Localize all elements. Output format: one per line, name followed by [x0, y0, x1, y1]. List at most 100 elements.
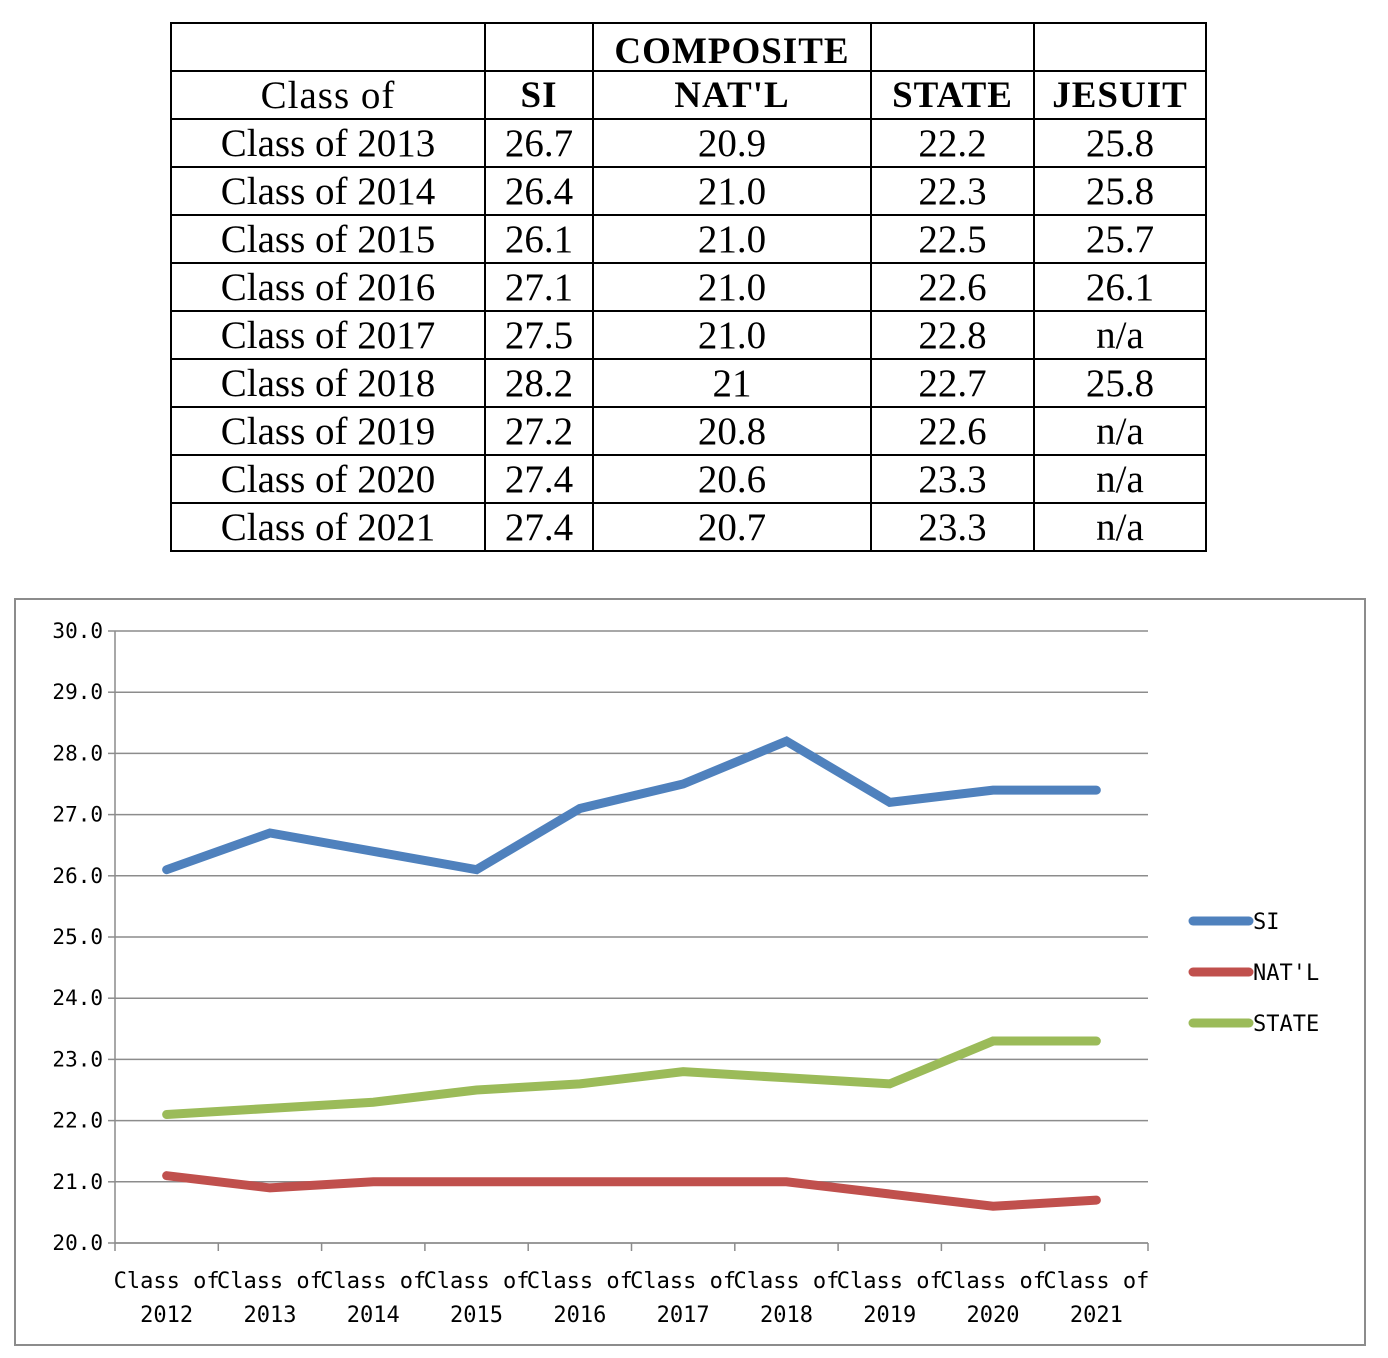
- table-row: Class of 2018 28.2 21 22.7 25.8: [170, 358, 1207, 408]
- table-header-cell: [870, 22, 1035, 72]
- x-tick-label: Class of: [1043, 1269, 1149, 1294]
- x-tick-label: Class of: [940, 1269, 1046, 1294]
- x-tick-label: 2021: [1070, 1303, 1123, 1328]
- table-cell: Class of 2016: [170, 262, 486, 312]
- table-cell: 22.3: [870, 166, 1035, 216]
- y-tick-label: 21.0: [52, 1170, 103, 1194]
- x-tick-label: Class of: [114, 1269, 220, 1294]
- x-tick-label: 2015: [450, 1303, 503, 1328]
- table-row: Class of 2016 27.1 21.0 22.6 26.1: [170, 262, 1207, 312]
- act-score-table: COMPOSITE Class of SI NAT'L STATE JESUIT…: [170, 22, 1207, 552]
- legend-label: NAT'L: [1253, 961, 1319, 986]
- table-cell: Class of 2015: [170, 214, 486, 264]
- table-header-cell: Class of: [170, 70, 486, 120]
- table-cell: 21: [592, 358, 872, 408]
- table-cell: Class of 2019: [170, 406, 486, 456]
- table-cell: 22.5: [870, 214, 1035, 264]
- table-cell: 22.6: [870, 406, 1035, 456]
- table-cell: 22.6: [870, 262, 1035, 312]
- table-cell: Class of 2021: [170, 502, 486, 552]
- x-tick-label: Class of: [217, 1269, 323, 1294]
- x-tick-label: 2018: [760, 1303, 813, 1328]
- table-cell: 21.0: [592, 310, 872, 360]
- table-cell: 25.8: [1033, 358, 1207, 408]
- table-cell: 20.6: [592, 454, 872, 504]
- y-tick-label: 22.0: [52, 1109, 103, 1133]
- chart-canvas: 20.0 21.0 22.0 23.0 24.0 25.0 26.0 27.0 28.0 29.0…: [52, 619, 1319, 1328]
- table-row: Class of 2014 26.4 21.0 22.3 25.8: [170, 166, 1207, 216]
- table-cell: 26.7: [484, 118, 594, 168]
- table-cell: Class of 2013: [170, 118, 486, 168]
- table-cell: 20.7: [592, 502, 872, 552]
- table-cell: 21.0: [592, 262, 872, 312]
- x-tick-label: 2020: [967, 1303, 1020, 1328]
- table-header-cell: STATE: [870, 70, 1035, 120]
- table-header-cell: JESUIT: [1033, 70, 1207, 120]
- y-tick-label: 30.0: [52, 619, 103, 643]
- table-cell: 23.3: [870, 454, 1035, 504]
- series-line-natl: [162, 1171, 1101, 1211]
- y-tick-label: 20.0: [52, 1231, 103, 1255]
- line-chart: 20.0 21.0 22.0 23.0 24.0 25.0 26.0 27.0 28.0 29.0…: [14, 598, 1366, 1346]
- table-cell: Class of 2018: [170, 358, 486, 408]
- table-row: Class of 2020 27.4 20.6 23.3 n/a: [170, 454, 1207, 504]
- table-cell: n/a: [1033, 406, 1207, 456]
- table-row: Class of 2013 26.7 20.9 22.2 25.8: [170, 118, 1207, 168]
- table-cell: n/a: [1033, 310, 1207, 360]
- table-header-row-top: COMPOSITE: [170, 22, 1207, 72]
- table-cell: 28.2: [484, 358, 594, 408]
- table-cell: 20.8: [592, 406, 872, 456]
- table-row: Class of 2015 26.1 21.0 22.5 25.7: [170, 214, 1207, 264]
- table-cell: 22.8: [870, 310, 1035, 360]
- table-cell: 21.0: [592, 166, 872, 216]
- x-tick-label: Class of: [837, 1269, 943, 1294]
- x-tick-label: 2012: [140, 1303, 193, 1328]
- table-cell: 25.8: [1033, 166, 1207, 216]
- table-row: Class of 2021 27.4 20.7 23.3 n/a: [170, 502, 1207, 552]
- x-tick-label: Class of: [527, 1269, 633, 1294]
- table-header-cell: NAT'L: [592, 70, 872, 120]
- table-cell: 27.1: [484, 262, 594, 312]
- table-cell: 27.5: [484, 310, 594, 360]
- table-cell: 22.2: [870, 118, 1035, 168]
- x-tick-label: 2014: [347, 1303, 400, 1328]
- table-cell: n/a: [1033, 454, 1207, 504]
- legend-label: SI: [1253, 910, 1280, 935]
- table-row: Class of 2017 27.5 21.0 22.8 n/a: [170, 310, 1207, 360]
- series-line-si: [162, 736, 1101, 875]
- y-tick-label: 24.0: [52, 986, 103, 1010]
- y-tick-label: 26.0: [52, 864, 103, 888]
- table-cell: 27.4: [484, 454, 594, 504]
- table-cell: 20.9: [592, 118, 872, 168]
- series-line-state: [162, 1036, 1101, 1119]
- table-row: Class of 2019 27.2 20.8 22.6 n/a: [170, 406, 1207, 456]
- table-cell: 26.1: [1033, 262, 1207, 312]
- table-header-cell: [484, 22, 594, 72]
- x-tick-label: 2017: [657, 1303, 710, 1328]
- x-tick-label: 2016: [553, 1303, 606, 1328]
- y-tick-label: 23.0: [52, 1047, 103, 1071]
- table-cell: Class of 2014: [170, 166, 486, 216]
- table-body: Class of 2013 26.7 20.9 22.2 25.8 Class of 20…: [170, 118, 1207, 552]
- y-tick-label: 28.0: [52, 741, 103, 765]
- legend-label: STATE: [1253, 1012, 1319, 1037]
- table-cell: 25.8: [1033, 118, 1207, 168]
- table-cell: n/a: [1033, 502, 1207, 552]
- table-header-cell: [170, 22, 486, 72]
- table-cell: 26.4: [484, 166, 594, 216]
- x-tick-label: Class of: [320, 1269, 426, 1294]
- table-cell: Class of 2020: [170, 454, 486, 504]
- table-cell: 27.4: [484, 502, 594, 552]
- table-header-cell: COMPOSITE: [592, 22, 872, 72]
- y-tick-label: 25.0: [52, 925, 103, 949]
- x-tick-label: Class of: [630, 1269, 736, 1294]
- score-table: COMPOSITE Class of SI NAT'L STATE JESUIT…: [170, 22, 1207, 552]
- table-cell: 21.0: [592, 214, 872, 264]
- x-tick-label: Class of: [424, 1269, 530, 1294]
- x-tick-label: 2019: [863, 1303, 916, 1328]
- table-cell: Class of 2017: [170, 310, 486, 360]
- table-cell: 23.3: [870, 502, 1035, 552]
- x-tick-label: 2013: [243, 1303, 296, 1328]
- table-cell: 22.7: [870, 358, 1035, 408]
- table-header-cell: [1033, 22, 1207, 72]
